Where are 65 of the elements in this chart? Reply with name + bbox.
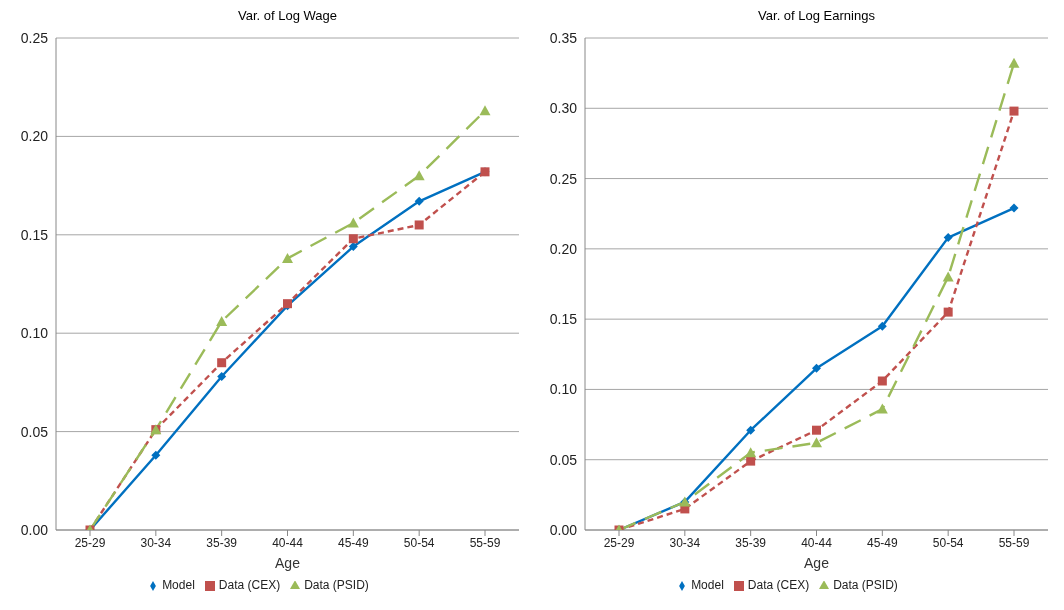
y-tick-label: 0.20 [20, 128, 49, 145]
point [348, 242, 358, 252]
y-tick-label: 0.10 [549, 381, 578, 398]
legend-label: Data (CEX) [218, 578, 281, 592]
point [413, 170, 425, 181]
x-tick-label: 40-44 [801, 535, 833, 550]
y-tick-label: 0.15 [549, 311, 578, 328]
point [812, 425, 821, 435]
point [479, 105, 491, 116]
point [811, 437, 822, 448]
point [877, 321, 887, 331]
point [151, 450, 161, 460]
y-tick-label: 0.20 [549, 240, 578, 257]
x-tick-label: 35-39 [735, 535, 767, 550]
x-tick-label: 50-54 [403, 535, 435, 550]
legend-label: Data (PSID) [833, 578, 898, 592]
x-tick-label: 45-49 [866, 535, 898, 550]
y-tick-label: 0.30 [549, 100, 578, 117]
point [746, 425, 756, 435]
x-axis-title: Age [804, 555, 830, 571]
x-tick-label: 25-29 [603, 535, 635, 550]
point [1008, 57, 1020, 68]
point [745, 447, 757, 458]
point [216, 315, 228, 326]
y-tick-label: 0.05 [549, 451, 578, 468]
point [746, 456, 756, 466]
point [876, 403, 888, 414]
y-tick-label: 0.35 [549, 29, 578, 46]
point [812, 363, 821, 373]
point [414, 196, 424, 206]
point [1009, 203, 1019, 213]
x-tick-label: 55-59 [998, 535, 1030, 550]
point [217, 372, 227, 381]
y-tick-label: 0.25 [549, 170, 578, 187]
x-tick-label: 30-34 [140, 535, 172, 550]
x-tick-label: 50-54 [932, 535, 964, 550]
point [347, 217, 359, 228]
y-tick-label: 0.25 [20, 29, 49, 46]
chart-title: Var. of Log Earnings [757, 8, 876, 25]
legend-label: Data (CEX) [747, 578, 810, 592]
x-tick-label: 55-59 [469, 535, 501, 550]
point [348, 234, 358, 244]
x-axis-title: Age [275, 555, 301, 571]
point [1009, 106, 1019, 116]
point [942, 271, 954, 282]
x-tick-label: 40-44 [272, 535, 304, 550]
point [282, 252, 293, 263]
chart-title: Var. of Log Wage [237, 8, 338, 25]
point [943, 307, 953, 317]
y-tick-label: 0.05 [20, 423, 49, 440]
x-tick-label: 45-49 [337, 535, 369, 550]
x-tick-label: 30-34 [669, 535, 701, 550]
legend-label: Data (PSID) [304, 578, 369, 592]
x-tick-label: 35-39 [206, 535, 238, 550]
point [217, 358, 227, 368]
y-tick-label: 0.15 [20, 226, 49, 243]
y-tick-label: 0.10 [20, 325, 49, 342]
point [877, 376, 887, 386]
y-tick-label: 0.00 [20, 521, 49, 538]
x-tick-label: 25-29 [74, 535, 106, 550]
point [943, 233, 953, 243]
y-tick-label: 0.00 [549, 521, 578, 538]
legend-label: Model [162, 578, 195, 592]
point [414, 220, 424, 230]
legend-label: Model [691, 578, 724, 592]
